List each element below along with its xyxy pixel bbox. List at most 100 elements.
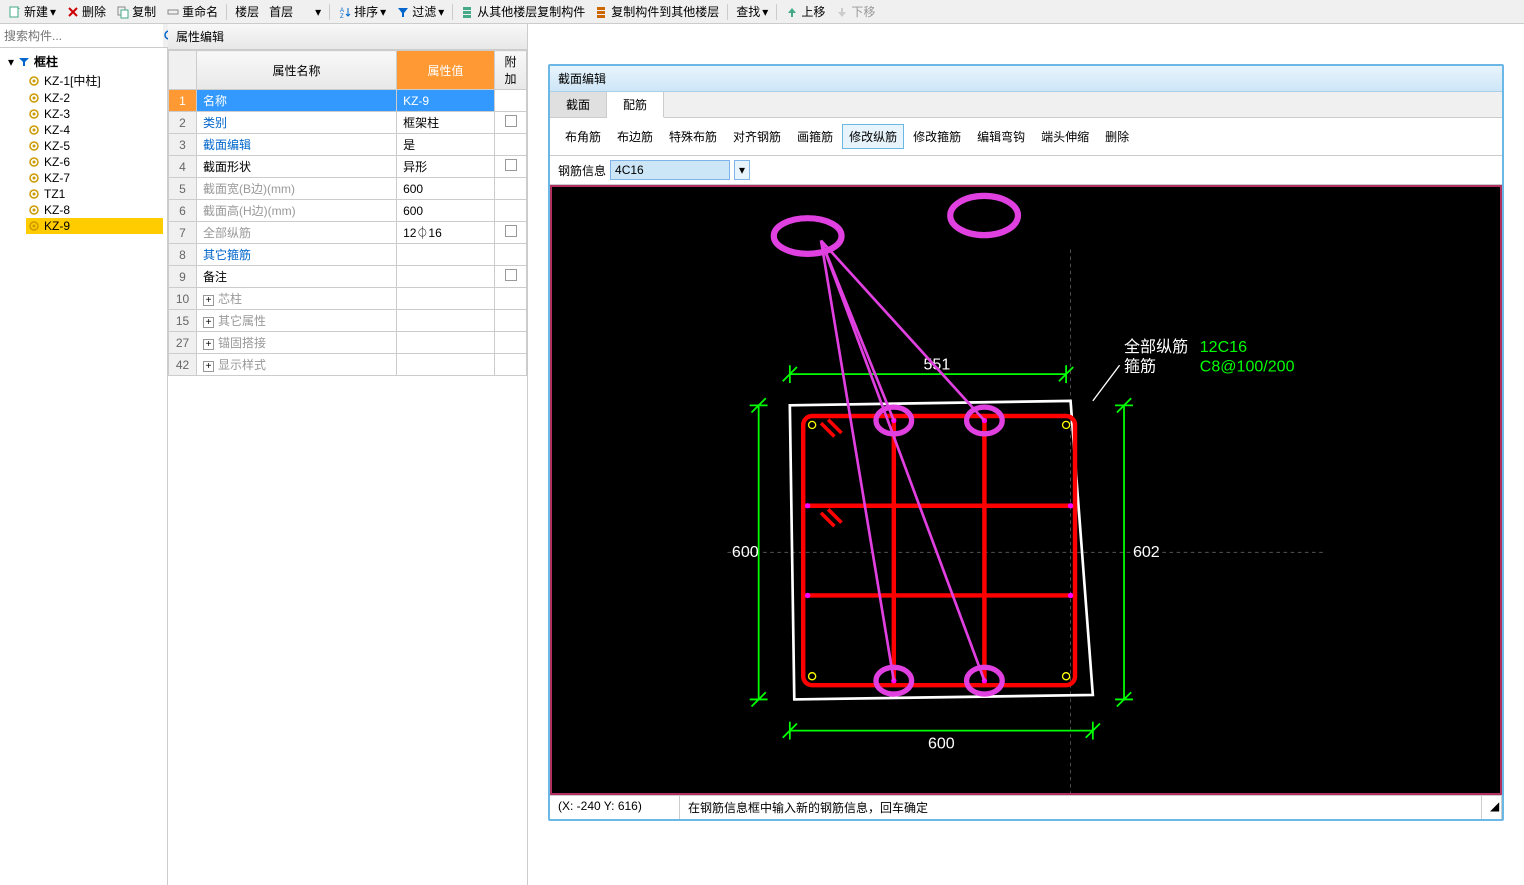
attach-header[interactable]: 附加 <box>495 51 527 90</box>
row-number: 1 <box>169 90 197 112</box>
up-button[interactable]: 上移 <box>781 2 829 22</box>
property-value[interactable]: 框架柱 <box>397 112 495 134</box>
checkbox[interactable] <box>505 269 517 281</box>
rebar-tool-button[interactable]: 画箍筋 <box>790 124 840 149</box>
property-row[interactable]: 1 名称 KZ-9 <box>169 90 527 112</box>
tree-item[interactable]: KZ-3 <box>26 106 163 122</box>
rebar-tool-button[interactable]: 布边筋 <box>610 124 660 149</box>
property-row[interactable]: 9 备注 <box>169 266 527 288</box>
checkbox[interactable] <box>505 159 517 171</box>
property-value[interactable] <box>397 266 495 288</box>
delete-button[interactable]: 删除 <box>62 2 110 22</box>
tree-item[interactable]: TZ1 <box>26 186 163 202</box>
resize-grip[interactable]: ◢ <box>1482 796 1502 819</box>
property-row[interactable]: 8 其它箍筋 <box>169 244 527 266</box>
tree-item[interactable]: KZ-4 <box>26 122 163 138</box>
name-header[interactable]: 属性名称 <box>197 51 397 90</box>
property-row[interactable]: 2 类别 框架柱 <box>169 112 527 134</box>
section-tab[interactable]: 截面 <box>550 92 607 117</box>
property-value[interactable]: 12⏀16 <box>397 222 495 244</box>
expand-button[interactable]: + <box>203 361 214 372</box>
expand-button[interactable]: + <box>203 339 214 350</box>
component-icon <box>28 204 40 216</box>
down-button[interactable]: 下移 <box>831 2 879 22</box>
new-button[interactable]: 新建▾ <box>4 2 60 22</box>
property-row[interactable]: 10 +芯柱 <box>169 288 527 310</box>
rebar-dropdown-button[interactable]: ▾ <box>734 160 750 180</box>
property-value[interactable]: 600 <box>397 200 495 222</box>
property-row[interactable]: 5 截面宽(B边)(mm) 600 <box>169 178 527 200</box>
tree-root-node[interactable]: ▾ 框柱 <box>8 52 163 71</box>
rebar-toolbar: 布角筋布边筋特殊布筋对齐钢筋画箍筋修改纵筋修改箍筋编辑弯钩端头伸缩删除 <box>550 118 1502 156</box>
checkbox[interactable] <box>505 115 517 127</box>
filter-button[interactable]: 过滤▾ <box>392 2 448 22</box>
search-bar <box>0 24 167 48</box>
filter-label: 过滤 <box>412 3 436 20</box>
property-value[interactable] <box>397 310 495 332</box>
rebar-tool-button[interactable]: 修改纵筋 <box>842 124 904 149</box>
property-value[interactable]: 异形 <box>397 156 495 178</box>
property-value[interactable]: KZ-9 <box>397 90 495 112</box>
property-attach <box>495 354 527 376</box>
property-row[interactable]: 7 全部纵筋 12⏀16 <box>169 222 527 244</box>
tree-item[interactable]: KZ-2 <box>26 90 163 106</box>
property-name: 截面形状 <box>197 156 397 178</box>
rebar-tool-button[interactable]: 编辑弯钩 <box>970 124 1032 149</box>
tree-item[interactable]: KZ-8 <box>26 202 163 218</box>
copy-button[interactable]: 复制 <box>112 2 160 22</box>
property-value[interactable] <box>397 288 495 310</box>
property-row[interactable]: 4 截面形状 异形 <box>169 156 527 178</box>
property-attach <box>495 266 527 288</box>
tree-item[interactable]: KZ-5 <box>26 138 163 154</box>
tree-item[interactable]: KZ-7 <box>26 170 163 186</box>
delete-label: 删除 <box>82 3 106 20</box>
expand-button[interactable]: + <box>203 317 214 328</box>
floor-select[interactable]: 首层▾ <box>265 2 325 22</box>
property-row[interactable]: 6 截面高(H边)(mm) 600 <box>169 200 527 222</box>
rebar-tool-button[interactable]: 删除 <box>1098 124 1136 149</box>
rebar-tool-button[interactable]: 对齐钢筋 <box>726 124 788 149</box>
search-input[interactable] <box>0 24 163 47</box>
property-attach <box>495 90 527 112</box>
property-row[interactable]: 27 +锚固搭接 <box>169 332 527 354</box>
section-tab[interactable]: 配筋 <box>607 92 664 118</box>
copytoother-button[interactable]: 复制构件到其他楼层 <box>591 2 723 22</box>
section-canvas[interactable]: 551600602600全部纵筋12C16箍筋C8@100/200 <box>550 185 1502 795</box>
filter-icon <box>18 56 30 68</box>
property-value[interactable] <box>397 332 495 354</box>
property-value[interactable]: 是 <box>397 134 495 156</box>
rename-button[interactable]: 重命名 <box>162 2 222 22</box>
value-header[interactable]: 属性值 <box>397 51 495 90</box>
find-button[interactable]: 查找▾ <box>732 2 772 22</box>
rebar-tool-button[interactable]: 布角筋 <box>558 124 608 149</box>
tree-item-label: KZ-3 <box>44 107 70 121</box>
rebar-tool-button[interactable]: 修改箍筋 <box>906 124 968 149</box>
row-number: 6 <box>169 200 197 222</box>
tree-item-label: TZ1 <box>44 187 65 201</box>
expand-button[interactable]: + <box>203 295 214 306</box>
rebar-tool-button[interactable]: 端头伸缩 <box>1034 124 1096 149</box>
property-attach <box>495 134 527 156</box>
property-row[interactable]: 3 截面编辑 是 <box>169 134 527 156</box>
property-row[interactable]: 15 +其它属性 <box>169 310 527 332</box>
property-value[interactable] <box>397 244 495 266</box>
row-number: 7 <box>169 222 197 244</box>
property-row[interactable]: 42 +显示样式 <box>169 354 527 376</box>
tree-item[interactable]: KZ-9 <box>26 218 163 234</box>
rebar-info-input[interactable] <box>610 160 730 180</box>
sort-button[interactable]: AZ排序▾ <box>334 2 390 22</box>
rebar-input-row: 钢筋信息 ▾ <box>550 156 1502 185</box>
component-tree[interactable]: ▾ 框柱 KZ-1[中柱]KZ-2KZ-3KZ-4KZ-5KZ-6KZ-7TZ1… <box>0 48 167 885</box>
up-label: 上移 <box>801 3 825 20</box>
property-value[interactable] <box>397 354 495 376</box>
rebar-tool-button[interactable]: 特殊布筋 <box>662 124 724 149</box>
tree-item[interactable]: KZ-6 <box>26 154 163 170</box>
property-table: 属性名称 属性值 附加 1 名称 KZ-9 2 类别 框架柱 3 截面编辑 是 … <box>168 50 527 376</box>
copytoother-label: 复制构件到其他楼层 <box>611 3 719 20</box>
tree-item[interactable]: KZ-1[中柱] <box>26 71 163 90</box>
separator <box>727 4 728 20</box>
checkbox[interactable] <box>505 225 517 237</box>
copyfromother-button[interactable]: 从其他楼层复制构件 <box>457 2 589 22</box>
property-value[interactable]: 600 <box>397 178 495 200</box>
row-number: 4 <box>169 156 197 178</box>
